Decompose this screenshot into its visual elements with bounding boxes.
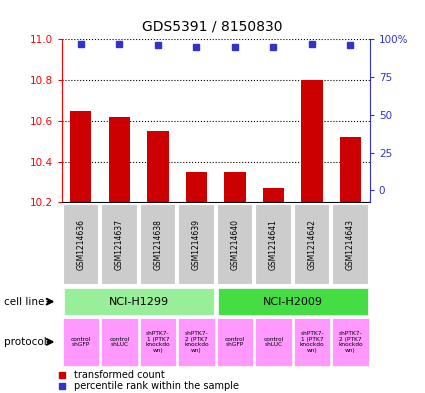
Text: shPTK7-
2 (PTK7
knockdo
wn): shPTK7- 2 (PTK7 knockdo wn) — [338, 331, 363, 353]
Bar — [178, 204, 215, 285]
Bar — [217, 318, 253, 366]
Bar — [340, 137, 361, 202]
Bar — [186, 172, 207, 202]
Bar — [64, 288, 214, 315]
Bar — [294, 204, 330, 285]
Bar — [101, 204, 138, 285]
Bar — [63, 318, 99, 366]
Text: GSM1214642: GSM1214642 — [307, 219, 317, 270]
Text: cell line: cell line — [4, 297, 45, 307]
Bar — [178, 318, 215, 366]
Bar — [332, 318, 368, 366]
Bar — [301, 80, 323, 202]
Bar — [255, 204, 292, 285]
Text: transformed count: transformed count — [74, 370, 165, 380]
Text: GSM1214639: GSM1214639 — [192, 219, 201, 270]
Text: GSM1214638: GSM1214638 — [153, 219, 162, 270]
Text: percentile rank within the sample: percentile rank within the sample — [74, 381, 239, 391]
Bar — [224, 172, 246, 202]
Bar — [255, 318, 292, 366]
Bar — [70, 111, 91, 202]
Bar — [140, 318, 176, 366]
Text: NCI-H2009: NCI-H2009 — [263, 297, 323, 307]
Bar — [147, 131, 168, 202]
Bar — [101, 318, 138, 366]
Bar — [263, 188, 284, 202]
Text: protocol: protocol — [4, 337, 47, 347]
Text: control
shLUC: control shLUC — [264, 336, 283, 347]
Text: control
shGFP: control shGFP — [225, 336, 245, 347]
Bar — [63, 204, 99, 285]
Text: shPTK7-
2 (PTK7
knockdo
wn): shPTK7- 2 (PTK7 knockdo wn) — [184, 331, 209, 353]
Text: shPTK7-
1 (PTK7
knockdo
wn): shPTK7- 1 (PTK7 knockdo wn) — [146, 331, 170, 353]
Text: GSM1214641: GSM1214641 — [269, 219, 278, 270]
Text: control
shLUC: control shLUC — [109, 336, 130, 347]
Bar — [217, 204, 253, 285]
Bar — [332, 204, 368, 285]
Text: GSM1214636: GSM1214636 — [76, 219, 85, 270]
Text: shPTK7-
1 (PTK7
knockdo
wn): shPTK7- 1 (PTK7 knockdo wn) — [300, 331, 324, 353]
Bar — [218, 288, 368, 315]
Text: GDS5391 / 8150830: GDS5391 / 8150830 — [142, 20, 283, 34]
Bar — [109, 117, 130, 202]
Bar — [140, 204, 176, 285]
Text: control
shGFP: control shGFP — [71, 336, 91, 347]
Text: GSM1214643: GSM1214643 — [346, 219, 355, 270]
Text: NCI-H1299: NCI-H1299 — [109, 297, 169, 307]
Text: GSM1214637: GSM1214637 — [115, 219, 124, 270]
Bar — [294, 318, 330, 366]
Text: GSM1214640: GSM1214640 — [230, 219, 239, 270]
